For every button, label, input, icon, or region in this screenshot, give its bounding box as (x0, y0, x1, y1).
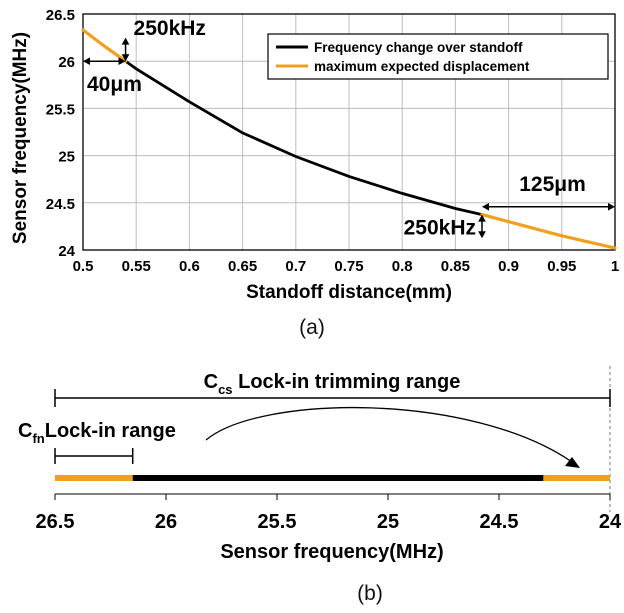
x-tick-label: 0.55 (122, 258, 151, 275)
x-tick-label: 0.65 (228, 258, 257, 275)
arrowhead (121, 54, 130, 62)
arrowhead (482, 202, 489, 211)
lockin-range-label: CfnLock-in range (18, 420, 176, 446)
x-axis-label: Sensor frequency(MHz) (220, 541, 443, 563)
range-label-rest: Lock-in range (45, 420, 176, 442)
x-tick-label: 24 (599, 511, 622, 533)
y-tick-label: 24.5 (46, 196, 75, 213)
x-tick-label: 25.5 (258, 511, 297, 533)
range-label-main: C (18, 420, 32, 442)
legend-entry: Frequency change over standoff (314, 40, 523, 55)
curved-arrow (205, 406, 573, 463)
series-line-displacement (480, 213, 617, 250)
frequency-vs-standoff-chart: 0.5 0.55 0.6 0.65 0.7 0.75 0.8 0.85 0.9 0.95 1 24 24… (10, 7, 619, 339)
x-tick-label: 24.5 (480, 511, 519, 533)
x-tick-label: 0.7 (285, 258, 306, 275)
x-tick-label: 0.9 (498, 258, 519, 275)
x-axis-label: Standoff distance(mm) (246, 282, 452, 303)
x-tick-label: 0.8 (392, 258, 413, 275)
range-label-sub: fn (32, 431, 44, 446)
range-label-sub: cs (218, 382, 232, 397)
x-tick-label: 0.85 (441, 258, 470, 275)
caption-a: (a) (299, 316, 325, 339)
y-tick-label: 24 (58, 243, 75, 260)
x-tick-label: 1 (611, 258, 619, 275)
legend-entry: maximum expected displacement (314, 59, 530, 74)
x-tick-label: 0.5 (73, 258, 94, 275)
x-tick-label: 25 (377, 511, 399, 533)
arrowhead (608, 202, 615, 211)
range-label-rest: Lock-in trimming range (233, 371, 461, 393)
annotation-125um: 125μm (519, 173, 586, 196)
legend-box (267, 33, 609, 80)
arrowhead (83, 57, 90, 66)
annotation-250khz-top: 250kHz (134, 17, 206, 40)
arrowhead (478, 214, 486, 222)
annotation-40um: 40μm (87, 73, 142, 96)
x-tick-label: 0.6 (179, 258, 200, 275)
x-tick-label: 0.75 (334, 258, 363, 275)
series-line-frequency (124, 59, 484, 216)
series-line-displacement (81, 28, 128, 63)
arrowhead (118, 57, 126, 66)
y-axis-label: Sensor frequency(MHz) (10, 32, 31, 244)
y-tick-label: 26.5 (46, 7, 75, 24)
curved-arrowhead (565, 457, 580, 468)
y-tick-label: 26 (58, 54, 75, 71)
arrowhead (478, 231, 486, 239)
arrowhead (121, 37, 130, 45)
y-tick-label: 25 (58, 149, 75, 166)
x-tick-label: 26 (155, 511, 177, 533)
caption-b: (b) (357, 582, 383, 605)
y-tick-label: 25.5 (46, 101, 75, 118)
plot-frame (82, 13, 616, 251)
annotation-250khz-bottom: 250kHz (404, 216, 476, 239)
trimming-range-label: Ccs Lock-in trimming range (204, 371, 461, 397)
x-tick-label: 26.5 (36, 511, 75, 533)
range-label-main: C (204, 371, 218, 393)
x-tick-label: 0.95 (547, 258, 576, 275)
